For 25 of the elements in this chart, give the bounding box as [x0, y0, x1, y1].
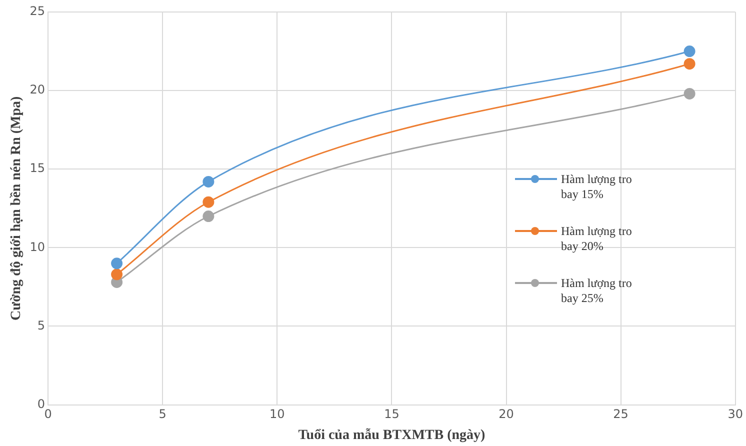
x-tick-label: 30	[728, 407, 744, 422]
point	[202, 176, 214, 188]
x-tick-label: 5	[158, 407, 166, 422]
legend-label: Hàm lượng tro bay 25%	[561, 276, 633, 306]
point	[684, 88, 696, 100]
y-tick-label: 10	[30, 240, 46, 254]
x-tick-label: 15	[384, 407, 400, 422]
point	[684, 58, 696, 70]
x-axis-title: Tuổi của mẫu BTXMTB (ngày)	[298, 428, 486, 444]
y-tick-label: 25	[30, 4, 46, 18]
legend-label: Hàm lượng tro bay 15%	[561, 172, 633, 202]
x-tick-label: 25	[613, 407, 628, 422]
y-tick-label: 20	[30, 82, 46, 97]
y-axis-title: Cường độ giới hạn bền nén Rn (Mpa)	[9, 96, 24, 321]
legend-label: Hàm lượng tro bay 20%	[561, 224, 633, 254]
point	[202, 210, 214, 222]
y-tick-label: 5	[37, 318, 46, 332]
y-tick-label: 0	[37, 396, 46, 411]
x-tick-label: 20	[498, 407, 514, 422]
x-tick-label: 10	[270, 407, 285, 422]
y-tick-label: 15	[30, 161, 46, 176]
point	[684, 46, 696, 58]
point	[202, 196, 214, 208]
point	[111, 268, 123, 280]
point	[111, 258, 123, 270]
